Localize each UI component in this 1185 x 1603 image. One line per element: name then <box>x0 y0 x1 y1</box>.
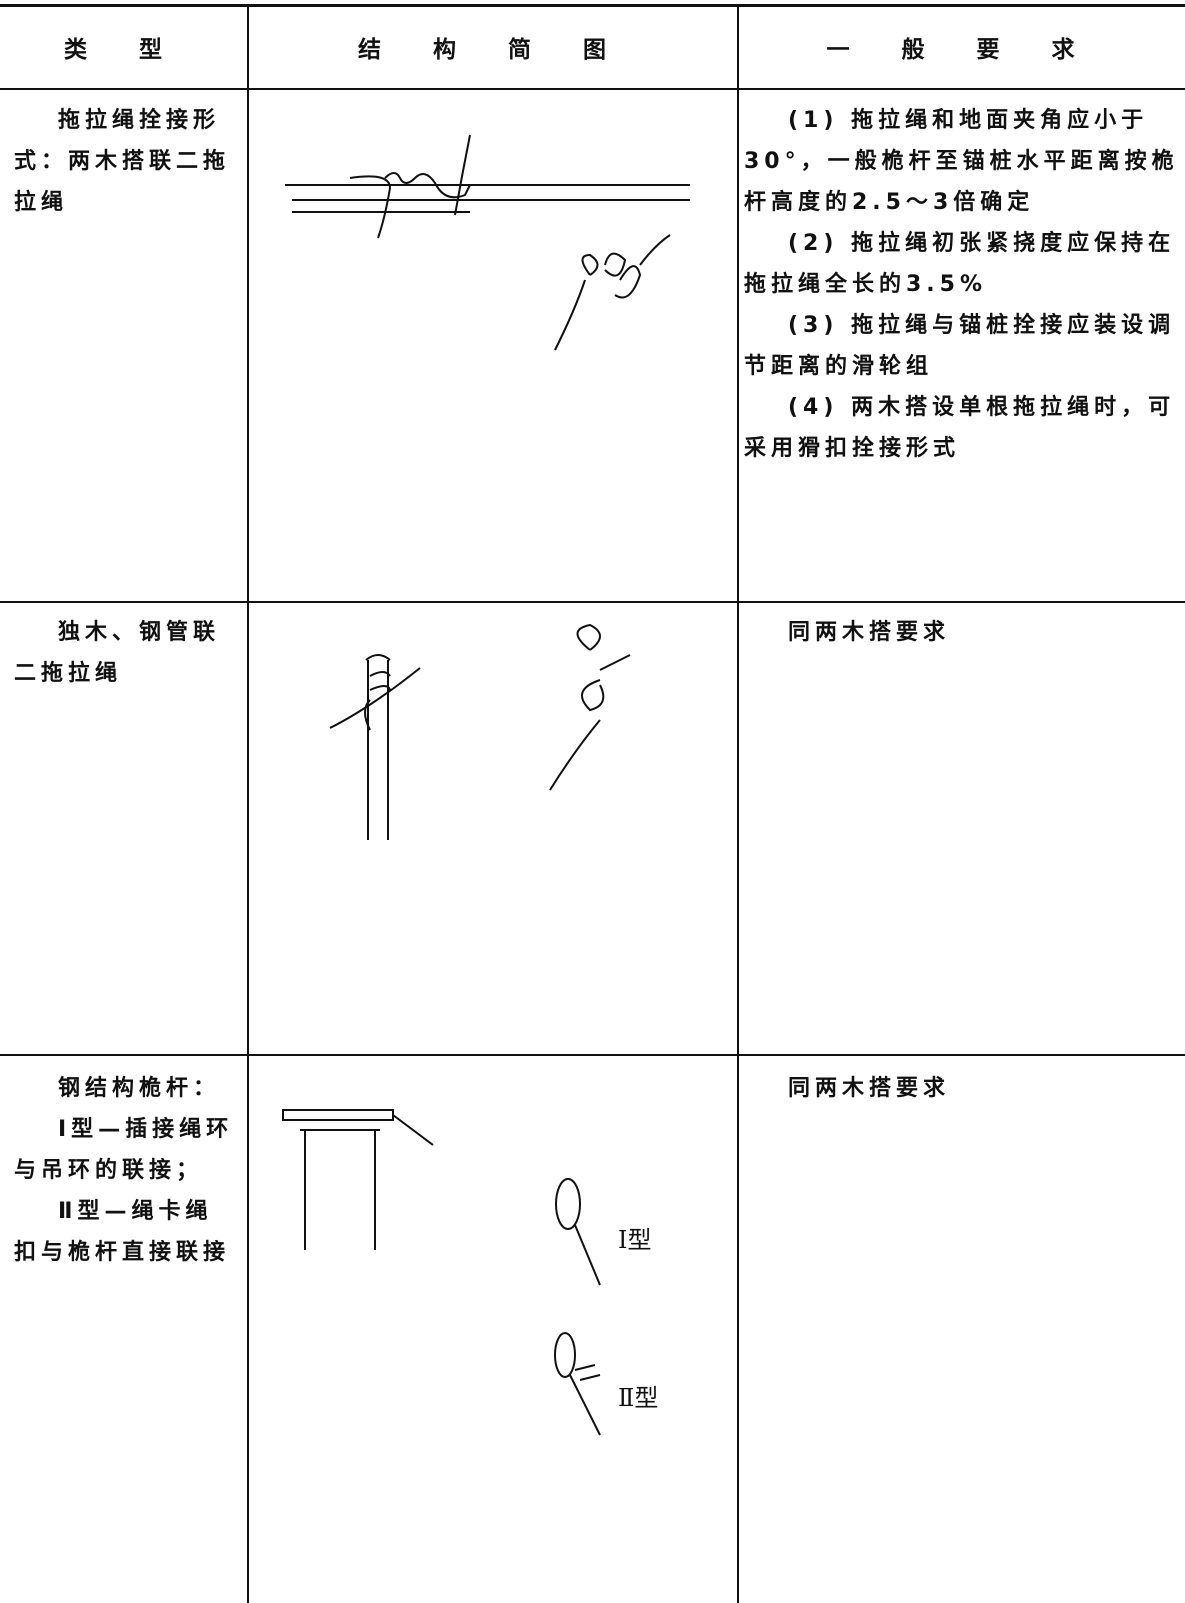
paragraph: 同两木搭要求 <box>788 620 951 645</box>
diagram-label: Ⅱ型 <box>618 1384 659 1412</box>
header-cell: 结 构 简 图 <box>357 36 629 63</box>
requirements-cell: (1) 拖拉绳和地面夹角应小于30°，一般桅杆至锚桩水平距离按桅杆高度的2.5～… <box>744 100 1180 469</box>
paragraph: 拖拉绳拴接形式：两木搭联二拖拉绳 <box>14 108 231 215</box>
paragraph: Ⅱ型—绳卡绳扣与桅杆直接联接 <box>14 1199 231 1265</box>
type-cell: 独木、钢管联二拖拉绳 <box>14 612 236 694</box>
paragraph: (3) 拖拉绳与锚桩拴接应装设调节距离的滑轮组 <box>744 313 1176 379</box>
paragraph: Ⅰ型—插接绳环与吊环的联接； <box>14 1117 234 1183</box>
rule <box>0 4 1185 7</box>
type-cell: 拖拉绳拴接形式：两木搭联二拖拉绳 <box>14 100 236 223</box>
header-cell: 一 般 要 求 <box>826 36 1097 63</box>
header-cell: 类 型 <box>63 36 184 63</box>
paragraph: 钢结构桅杆： <box>58 1076 221 1101</box>
paragraph: 独木、钢管联二拖拉绳 <box>14 620 221 686</box>
paragraph: (4) 两木搭设单根拖拉绳时，可采用猾扣拴接形式 <box>744 395 1176 461</box>
rule <box>0 1054 1185 1056</box>
requirements-cell: 同两木搭要求 <box>744 612 1180 653</box>
diagram-label: Ⅰ型 <box>618 1226 652 1254</box>
rule <box>737 5 739 1603</box>
paragraph: (2) 拖拉绳初张紧挠度应保持在拖拉绳全长的3.5% <box>744 231 1176 297</box>
rule <box>0 601 1185 603</box>
paragraph: 同两木搭要求 <box>788 1076 951 1101</box>
type-cell: 钢结构桅杆： Ⅰ型—插接绳环与吊环的联接； Ⅱ型—绳卡绳扣与桅杆直接联接 <box>14 1068 236 1273</box>
requirements-cell: 同两木搭要求 <box>744 1068 1180 1109</box>
paragraph: (1) 拖拉绳和地面夹角应小于30°，一般桅杆至锚桩水平距离按桅杆高度的2.5～… <box>744 108 1179 215</box>
rule <box>247 5 249 1603</box>
rule <box>0 88 1185 90</box>
